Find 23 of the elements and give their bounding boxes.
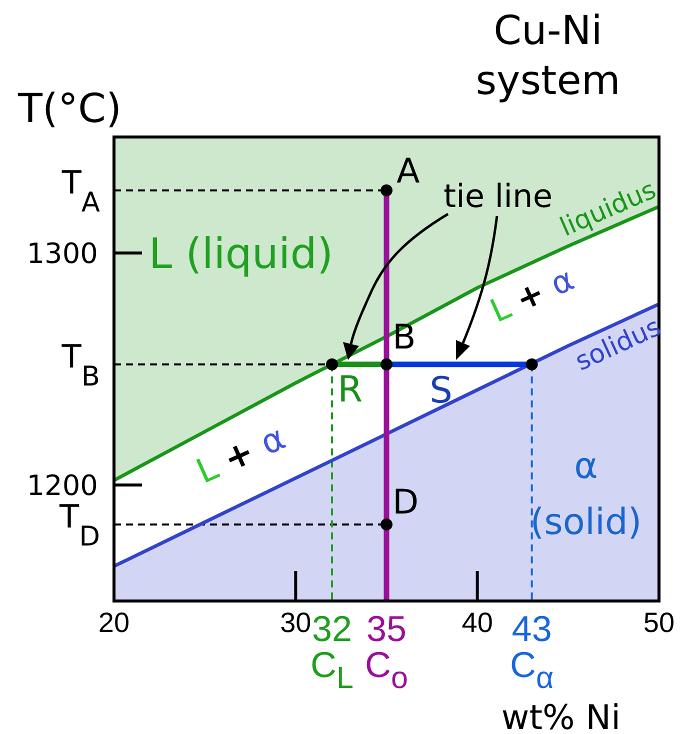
annotation: S: [430, 370, 452, 412]
x-tick-label: 20: [98, 607, 130, 638]
y-tick-label: T$_{A}$: [60, 163, 100, 218]
annotation: L + α: [190, 418, 292, 492]
annotation: D: [392, 482, 419, 522]
x-tick-label: 50: [643, 607, 675, 638]
y-axis-title: T(°C): [17, 86, 122, 132]
annotation: tie line: [443, 177, 553, 215]
x-tick-label: 43 C$_{α}$: [510, 608, 554, 695]
annotation: L + α: [484, 260, 580, 330]
annotation: L (liquid): [148, 228, 334, 278]
chart-title: Cu-Ni system: [474, 7, 622, 106]
x-axis-title: wt% Ni: [501, 698, 621, 734]
x-tick-label: 35 C$_{o}$: [364, 608, 408, 695]
annotation: B: [392, 317, 416, 358]
x-tick-label: 40: [462, 607, 493, 638]
x-tick-label: 30: [280, 607, 312, 638]
annotation: R: [338, 369, 363, 410]
x-tick-label: 32 C$_{L}$: [310, 608, 354, 695]
y-tick-label: T$_{B}$: [60, 337, 100, 392]
annotation: α (solid): [530, 446, 642, 542]
annotation: A: [396, 151, 420, 192]
y-tick-label: 1300: [26, 237, 98, 270]
